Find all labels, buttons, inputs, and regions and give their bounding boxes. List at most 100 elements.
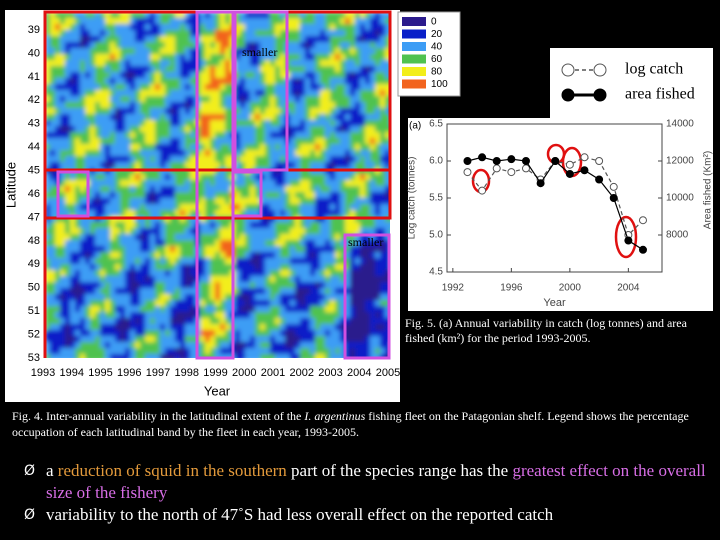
y-tick-label: 5.0: [429, 230, 443, 241]
y-tick-label: 42: [28, 94, 40, 106]
legend-swatch: [402, 17, 426, 26]
species: I. argentinus: [304, 409, 366, 423]
legend-label: 100: [431, 79, 448, 90]
text: part of the species range has the: [286, 461, 513, 480]
data-point: [463, 168, 472, 177]
y-tick-label: 6.0: [429, 156, 443, 167]
line-legend: [550, 48, 713, 118]
data-point: [580, 153, 589, 162]
data-point: [492, 164, 501, 173]
x-tick-label: 1992: [442, 283, 465, 294]
bullets: a reduction of squid in the southern par…: [24, 460, 716, 526]
annotation: smaller: [348, 235, 383, 249]
heatmap-image: [45, 12, 390, 358]
y2-tick-label: 12000: [666, 156, 694, 167]
legend-marker: [561, 88, 575, 102]
x-tick-label: 1993: [31, 367, 55, 379]
data-point: [478, 153, 487, 162]
data-point: [478, 186, 487, 195]
y-tick-label: 44: [28, 141, 40, 153]
text: Fig. 4. Inter-annual variability in the …: [12, 409, 305, 423]
text: fishing fleet on the Patagonian shelf. L…: [12, 409, 689, 439]
data-point: [595, 175, 604, 184]
y-tick-label: 52: [28, 328, 40, 340]
data-point: [551, 157, 560, 165]
x-tick-label: 2004: [617, 283, 640, 294]
data-point: [507, 168, 516, 177]
y-tick-label: 41: [28, 71, 40, 83]
y-tick-label: 48: [28, 235, 40, 247]
y-tick-label: 4.5: [429, 267, 443, 278]
figures: smaller smaller Latitude Year Fig. 5. (a…: [3, 10, 714, 402]
x-tick-label: 2002: [290, 367, 314, 379]
y-tick-label: 51: [28, 305, 40, 317]
x-tick-label: 1997: [146, 367, 170, 379]
legend-label: 60: [431, 54, 443, 65]
data-point: [536, 179, 545, 188]
data-point: [624, 236, 633, 245]
x-tick-label: 1996: [500, 283, 523, 294]
legend-label: 40: [431, 42, 443, 53]
y2-tick-label: 14000: [666, 119, 694, 130]
data-point: [521, 164, 530, 173]
y-tick-label: 49: [28, 258, 40, 270]
annotation: smaller: [242, 45, 277, 59]
bullet: a reduction of squid in the southern par…: [24, 460, 716, 504]
legend-swatch: [402, 79, 426, 89]
text: reduction of squid in the southern: [57, 461, 287, 480]
y-tick-label: 46: [28, 188, 40, 200]
data-point: [492, 157, 501, 165]
x-tick-label: 1995: [88, 367, 112, 379]
data-point: [521, 157, 530, 165]
y-tick-label: 50: [28, 282, 40, 294]
legend-swatch: [402, 67, 426, 76]
x-axis-label: Year: [543, 297, 566, 309]
x-tick-label: 2000: [559, 283, 582, 294]
text: variability to the north of 47˚S had les…: [46, 505, 554, 524]
data-point: [580, 166, 589, 175]
data-point: [609, 182, 618, 191]
y-tick-label: 5.5: [429, 193, 443, 204]
data-point: [565, 160, 574, 169]
panel-label: (a): [409, 121, 421, 132]
y-tick-label: 45: [28, 164, 40, 176]
data-point: [595, 157, 604, 165]
y-tick-label: 53: [28, 352, 40, 364]
x-axis-label: Year: [204, 383, 231, 398]
legend-marker: [593, 63, 607, 77]
data-point: [638, 216, 647, 225]
fig4-caption: Fig. 4. Inter-annual variability in the …: [12, 408, 712, 440]
legend-swatch: [402, 29, 426, 39]
y-tick-label: 6.5: [429, 119, 443, 130]
y-axis-label: Log catch (tonnes): [407, 157, 418, 240]
y-tick-label: 40: [28, 47, 40, 59]
data-point: [565, 169, 574, 178]
data-point: [609, 194, 618, 202]
highlight-boxes: [43, 10, 392, 360]
text: greatest effect on the overall size of t…: [46, 461, 706, 502]
text: a: [46, 461, 58, 480]
x-tick-label: 2000: [232, 367, 256, 379]
data-point: [507, 155, 516, 164]
x-tick-label: 1999: [203, 367, 227, 379]
legend-label: 20: [431, 29, 443, 40]
y-axis-label: Latitude: [3, 162, 18, 208]
legend-marker: [593, 88, 607, 102]
x-tick-label: 2001: [261, 367, 285, 379]
x-tick-label: 1996: [117, 367, 141, 379]
legend-label: 80: [431, 67, 443, 78]
legend-label: log catch: [625, 61, 683, 78]
x-tick-label: 1994: [60, 367, 84, 379]
legend-label: 0: [431, 17, 437, 28]
y2-axis-label: Area fished (Km²): [703, 151, 714, 229]
x-tick-label: 2003: [318, 367, 342, 379]
fig5-caption: Fig. 5. (a) Annual variability in catch …: [405, 316, 687, 345]
y-tick-label: 47: [28, 211, 40, 223]
x-tick-label: 2004: [347, 367, 371, 379]
y-tick-label: 43: [28, 118, 40, 130]
x-tick-label: 1998: [175, 367, 199, 379]
data-point: [463, 157, 472, 165]
x-tick-label: 2005: [376, 367, 400, 379]
legend-marker: [561, 63, 575, 77]
